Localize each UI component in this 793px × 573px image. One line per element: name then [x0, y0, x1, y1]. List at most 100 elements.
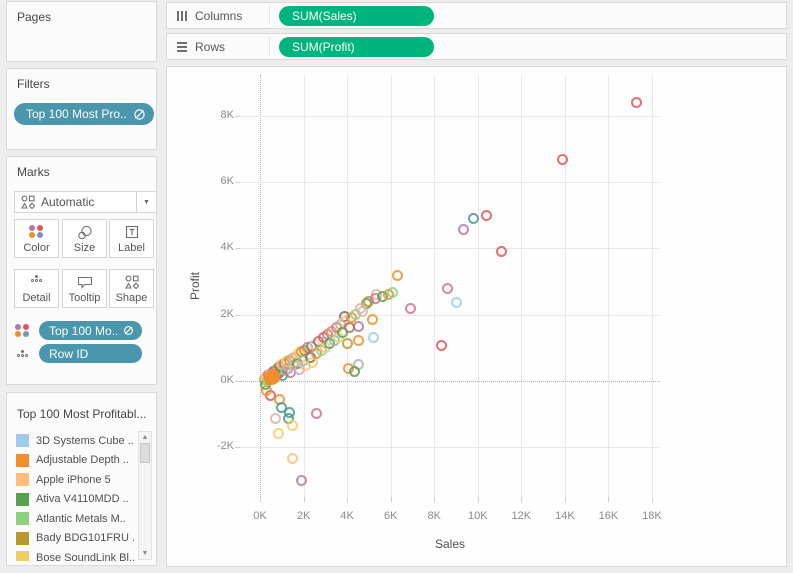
scatter-point[interactable] [481, 209, 492, 221]
legend-item[interactable]: Adjustable Depth .. [13, 451, 136, 471]
legend-item[interactable]: 3D Systems Cube .. [13, 431, 136, 451]
marks-pill-color[interactable]: Top 100 Mo.. [39, 321, 142, 340]
mark-type-dropdown[interactable]: Automatic ▼ [14, 191, 157, 213]
scatter-point[interactable] [631, 97, 643, 109]
legend-scrollbar[interactable]: ▲ ▼ [138, 431, 152, 560]
label-button[interactable]: Label [109, 219, 154, 258]
filters-title: Filters [17, 77, 50, 91]
scatter-point[interactable] [349, 366, 361, 378]
shape-button[interactable]: Shape [109, 269, 154, 308]
x-tick-label: 16K [598, 510, 619, 522]
shape-icon [110, 275, 153, 289]
columns-shelf[interactable]: Columns SUM(Sales) [166, 2, 787, 29]
y-tick-label: -2K [216, 440, 234, 452]
scatter-point[interactable] [269, 413, 281, 425]
legend-item-label: Bose SoundLink Bl.. [36, 551, 136, 561]
legend-item-label: Atlantic Metals M.. [36, 512, 126, 525]
rows-shelf[interactable]: Rows SUM(Profit) [166, 33, 787, 60]
legend-item-label: Ativa V4110MDD .. [36, 493, 129, 506]
scatter-point[interactable] [367, 332, 379, 344]
scatter-point[interactable] [341, 338, 353, 350]
scatter-point[interactable] [337, 327, 349, 339]
legend-item[interactable]: Ativa V4110MDD .. [13, 490, 136, 510]
legend-list: 3D Systems Cube .. Adjustable Depth .. App… [13, 431, 136, 561]
gridline-horizontal [240, 447, 660, 448]
mark-type-value: Automatic [41, 195, 95, 209]
scatter-point[interactable] [352, 335, 364, 347]
scatter-plot-area[interactable] [240, 75, 660, 497]
scatter-point[interactable] [287, 453, 299, 465]
legend-item[interactable]: Apple iPhone 5 [13, 470, 136, 490]
zero-line-horizontal [240, 380, 660, 382]
y-tickmark [235, 314, 240, 316]
color-icon [15, 225, 58, 238]
scatter-point[interactable] [306, 357, 318, 369]
marks-pill-row-id-label: Row ID [49, 346, 89, 361]
scrollbar-thumb[interactable] [140, 443, 150, 463]
scatter-point[interactable] [436, 340, 448, 352]
legend-item-label: Bady BDG101FRU .. [36, 532, 136, 545]
filter-slash-icon [133, 108, 146, 121]
tooltip-button[interactable]: Tooltip [62, 269, 107, 308]
scroll-down-icon[interactable]: ▼ [141, 550, 149, 557]
scatter-point[interactable] [287, 420, 299, 431]
filter-pill[interactable]: Top 100 Most Pro.. [14, 103, 154, 125]
scatter-point[interactable] [458, 223, 470, 235]
gridline-horizontal [240, 116, 660, 117]
marks-pill-row: Top 100 Mo.. [15, 321, 142, 340]
gridline-vertical [303, 75, 305, 497]
pages-title: Pages [17, 10, 52, 24]
detail-button-label: Detail [22, 292, 51, 304]
y-tickmark [235, 182, 240, 184]
x-tickmark [303, 497, 305, 502]
color-legend-icon [15, 324, 30, 337]
x-axis-title: Sales [434, 537, 466, 551]
scatter-point[interactable] [343, 321, 355, 333]
shelf-divider [269, 37, 270, 56]
scroll-up-icon[interactable]: ▲ [141, 434, 149, 441]
legend-item[interactable]: Bose SoundLink Bl.. [13, 548, 136, 561]
size-button[interactable]: Size [62, 219, 107, 258]
x-axis-labels: 0K 2K 4K 6K 8K 10K 12K 14K 16K 18K [240, 497, 662, 537]
scatter-point[interactable] [467, 212, 479, 224]
color-button-label: Color [23, 242, 50, 254]
scatter-point[interactable] [450, 297, 462, 309]
chevron-down-icon[interactable]: ▼ [136, 192, 156, 212]
scatter-point[interactable] [356, 305, 368, 317]
scatter-point[interactable] [366, 314, 378, 326]
color-button[interactable]: Color [14, 219, 59, 258]
x-tickmark [260, 497, 261, 502]
pages-shelf[interactable]: Pages [6, 1, 157, 62]
legend-title: Top 100 Most Profitabl... [17, 407, 147, 421]
gridline-vertical [521, 75, 523, 497]
scatter-point[interactable] [264, 368, 280, 385]
sum-profit-pill-label: SUM(Profit) [292, 40, 355, 54]
scatter-point[interactable] [404, 302, 416, 314]
marks-card: Marks Automatic ▼ Color Size [6, 156, 157, 385]
x-tick-label: 2K [296, 510, 311, 522]
scatter-point[interactable] [557, 153, 569, 165]
scatter-point[interactable] [311, 408, 323, 420]
scatter-point[interactable] [387, 287, 399, 299]
scatter-point[interactable] [295, 474, 307, 486]
y-tickmark [235, 380, 240, 382]
sum-sales-pill[interactable]: SUM(Sales) [279, 6, 434, 26]
scatter-point[interactable] [441, 283, 453, 295]
chart-panel: Profit -2K 0K 2K 4K 6K 8K 0K 2K 4K 6K 8K 10K 12K 14K… [166, 66, 787, 567]
legend-item[interactable]: Bady BDG101FRU .. [13, 529, 136, 549]
size-icon [63, 225, 106, 240]
scatter-point[interactable] [496, 246, 508, 258]
legend-swatch [16, 453, 29, 467]
gridline-vertical [651, 75, 653, 497]
marks-pill-row-id[interactable]: Row ID [39, 344, 142, 363]
scatter-point[interactable] [273, 428, 284, 440]
tooltip-icon [63, 275, 106, 289]
legend-item[interactable]: Atlantic Metals M.. [13, 509, 136, 529]
filters-shelf[interactable]: Filters Top 100 Most Pro.. [6, 68, 157, 150]
legend-swatch [16, 492, 29, 506]
detail-button[interactable]: Detail [14, 269, 59, 308]
x-tickmark [477, 497, 479, 502]
detail-icon [15, 350, 30, 357]
scatter-point[interactable] [391, 270, 403, 282]
sum-profit-pill[interactable]: SUM(Profit) [279, 37, 434, 57]
